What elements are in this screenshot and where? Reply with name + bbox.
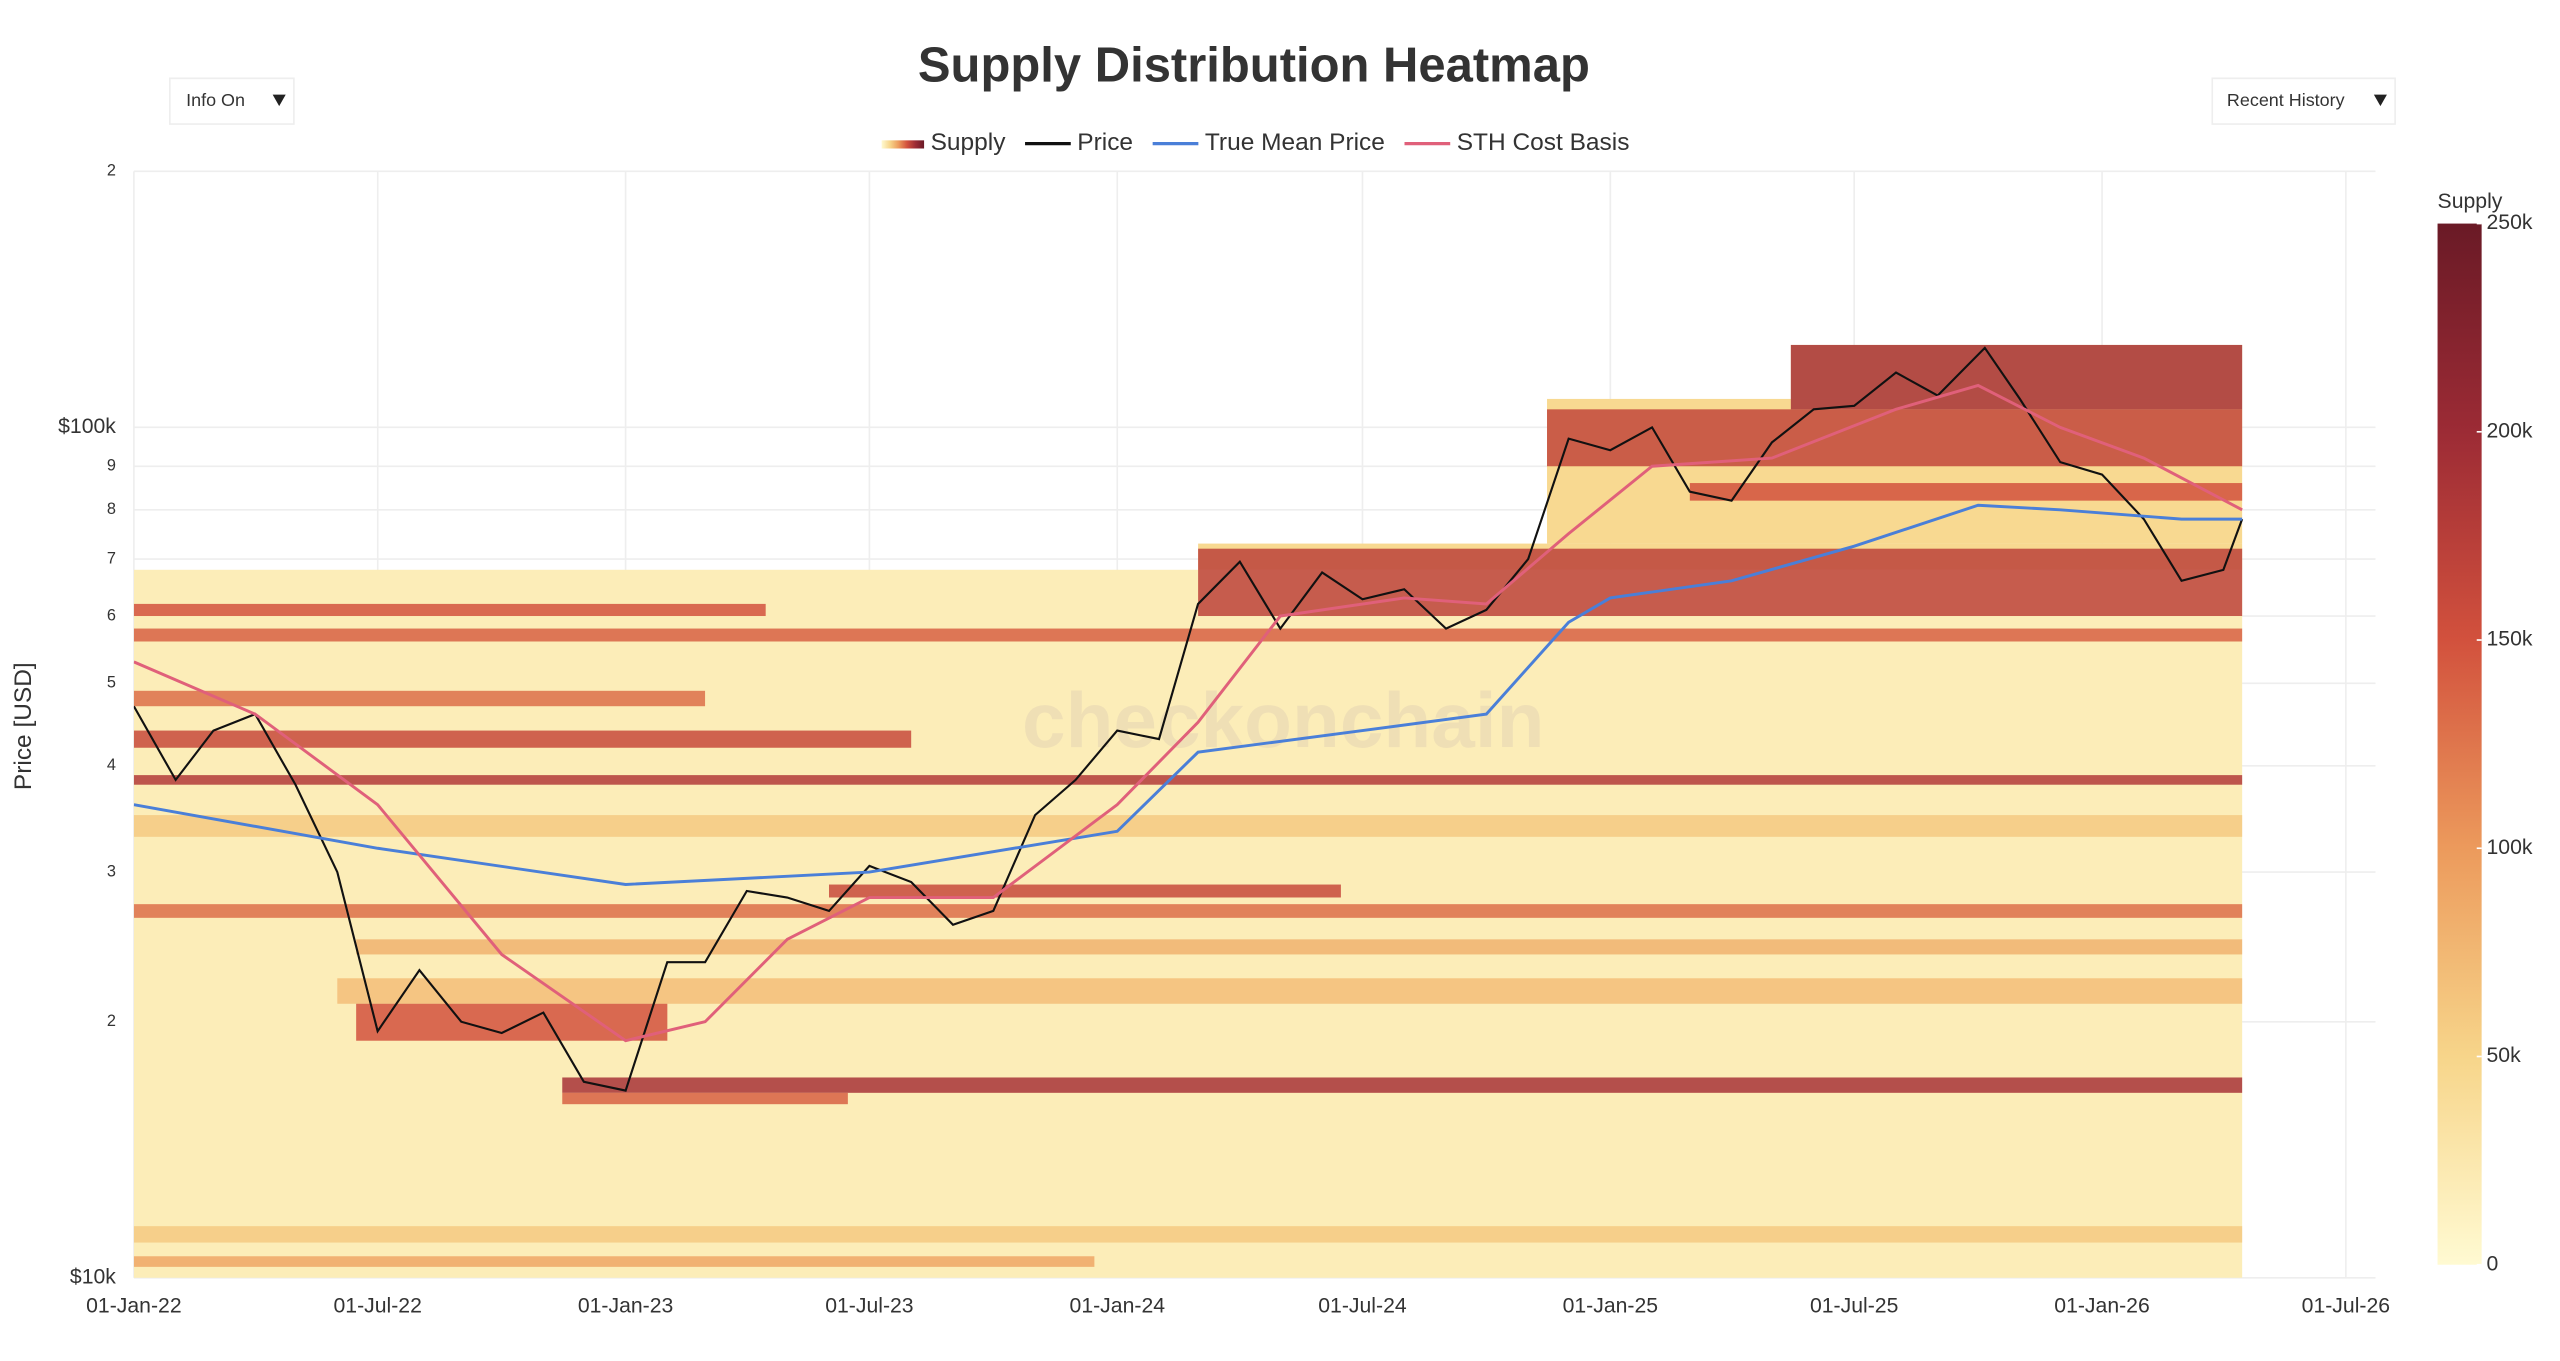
series-line — [133, 503, 2243, 886]
supply-band — [337, 978, 2243, 1004]
x-tick-label: 01-Jul-26 — [2302, 1295, 2390, 1318]
y-tick-label: 5 — [107, 674, 116, 692]
colorbar-tick-label: 150k — [2487, 628, 2533, 651]
supply-band — [133, 904, 2243, 918]
supply-band — [1547, 409, 2243, 467]
y-tick-label: $10k — [70, 1265, 116, 1288]
supply-band — [356, 939, 2243, 955]
y-tick-label: 9 — [107, 457, 116, 475]
supply-band — [133, 569, 2243, 1278]
legend: Supply Price True Mean Price STH Cost Basis — [881, 129, 1630, 156]
dropdown[interactable]: Recent History — [2211, 77, 2396, 125]
colorbar-title: Supply — [2438, 190, 2503, 213]
series-line — [133, 346, 2244, 1092]
legend-label: Supply — [931, 129, 1007, 156]
colorbar: Supply 0 50k 100k 150k 200k 250k — [2437, 190, 2533, 1275]
dropdown-label[interactable]: Info On — [186, 90, 245, 110]
colorbar-tick-label: 0 — [2487, 1252, 2499, 1275]
watermark: checkonchain — [1022, 676, 1544, 764]
legend-label: True Mean Price — [1205, 129, 1385, 156]
supply-band — [1790, 344, 2243, 410]
y-tick-label: 4 — [107, 756, 116, 774]
x-tick-label: 01-Jan-22 — [86, 1295, 182, 1318]
y-tick-label: 3 — [107, 862, 116, 880]
colorbar-tick-label: 250k — [2487, 211, 2533, 234]
supply-band — [133, 690, 706, 707]
colorbar-tick-label: 200k — [2487, 419, 2533, 442]
dropdown[interactable]: Info On — [168, 77, 295, 125]
heatmap — [133, 344, 2243, 1278]
x-tick-label: 01-Jul-23 — [825, 1295, 913, 1318]
x-tick-label: 01-Jul-24 — [1318, 1295, 1407, 1318]
supply-band — [562, 1092, 848, 1105]
supply-band — [133, 1256, 1095, 1267]
y-tick-label: 7 — [107, 549, 116, 567]
supply-band — [1689, 483, 2243, 501]
dropdown-label[interactable]: Recent History — [2227, 90, 2345, 110]
legend-label: Price — [1077, 129, 1133, 156]
x-tick-label: 01-Jul-25 — [1810, 1295, 1898, 1318]
series-line — [133, 383, 2243, 1043]
y-tick-label: 6 — [107, 606, 116, 624]
legend-label: STH Cost Basis — [1457, 129, 1630, 156]
dropdown-arrow[interactable] — [2373, 94, 2387, 107]
dropdown-box[interactable] — [168, 77, 295, 125]
legend-swatch — [881, 140, 925, 149]
supply-band — [562, 1077, 2243, 1093]
dropdown-box[interactable] — [2211, 77, 2396, 125]
colorbar — [2437, 223, 2482, 1265]
chart-title: Supply Distribution Heatmap — [918, 38, 1590, 92]
supply-band — [133, 815, 2243, 837]
x-tick-label: 01-Jan-25 — [1563, 1295, 1659, 1318]
supply-band — [133, 603, 766, 617]
y-tick-label: $100k — [58, 415, 116, 438]
dropdown-arrow[interactable] — [272, 94, 286, 107]
supply-band — [133, 775, 2243, 785]
supply-band — [356, 1003, 668, 1041]
supply-band — [133, 730, 912, 748]
x-tick-label: 01-Jan-23 — [578, 1295, 674, 1318]
colorbar-tick-label: 50k — [2487, 1044, 2522, 1067]
x-tick-label: 01-Jan-24 — [1070, 1295, 1166, 1318]
y-tick-label: 8 — [107, 500, 116, 518]
supply-band — [133, 1226, 2243, 1243]
x-tick-label: 01-Jul-22 — [333, 1295, 421, 1318]
y-axis-title: Price [USD] — [10, 662, 37, 790]
y-tick-label: 2 — [107, 162, 116, 180]
colorbar-tick-label: 100k — [2487, 836, 2533, 859]
x-tick-label: 01-Jan-26 — [2054, 1295, 2150, 1318]
supply-band — [828, 884, 1341, 898]
y-tick-label: 2 — [107, 1012, 116, 1030]
axes: $10k 2 3 4 5 6 7 8 9 $100k 2 01-Jan-22 01-Jul-22 01-J… — [58, 162, 2390, 1318]
lines — [133, 346, 2244, 1092]
